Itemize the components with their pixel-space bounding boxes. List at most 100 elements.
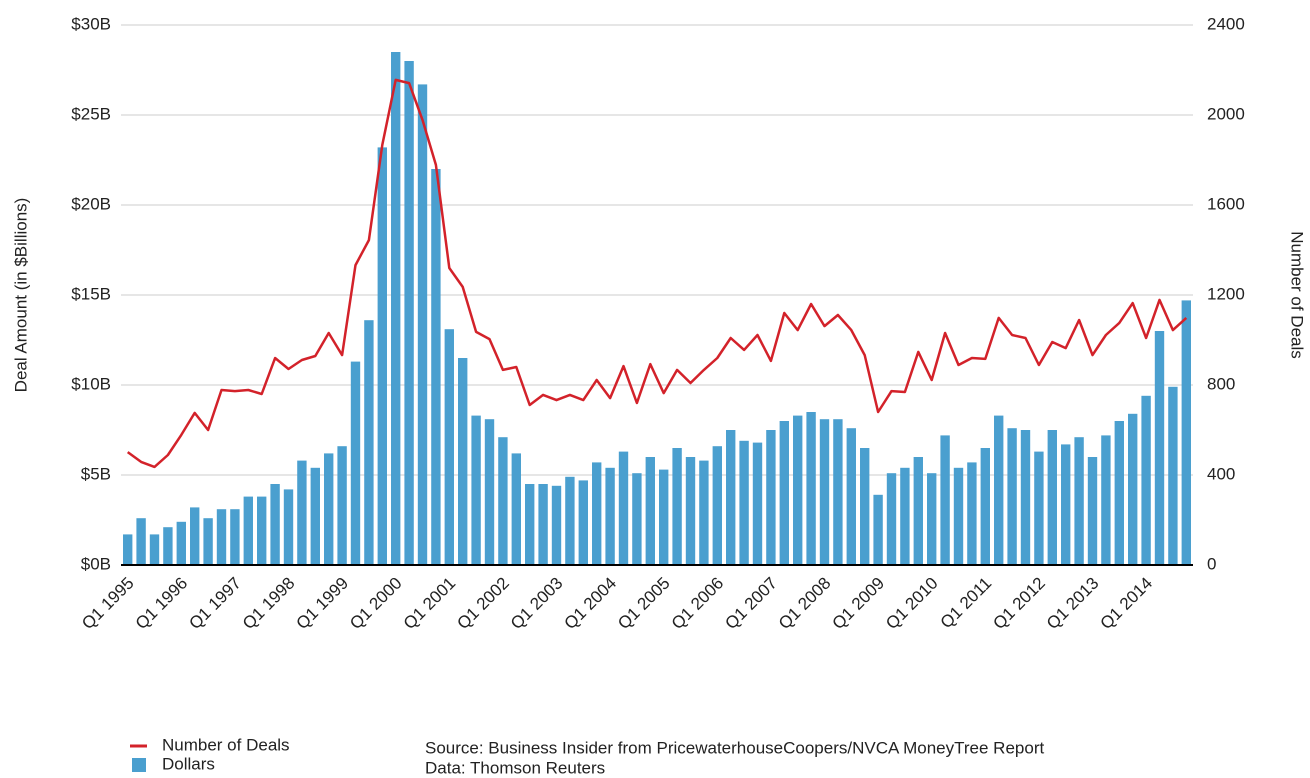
bar bbox=[551, 485, 562, 565]
y2-tick-label: 2000 bbox=[1207, 104, 1245, 123]
bar bbox=[1128, 413, 1138, 565]
x-tick-label: Q1 2010 bbox=[882, 574, 942, 634]
y-tick-label: $20B bbox=[71, 194, 111, 213]
bar bbox=[886, 473, 897, 565]
y2-tick-label: 800 bbox=[1207, 374, 1235, 393]
y-tick-label: $10B bbox=[71, 374, 111, 393]
y-tick-label: $30B bbox=[71, 14, 111, 33]
bar bbox=[163, 527, 173, 565]
bar bbox=[739, 440, 749, 565]
legend-swatch bbox=[132, 758, 146, 772]
bar bbox=[927, 473, 937, 565]
bar bbox=[618, 451, 629, 565]
y2-tick-label: 1600 bbox=[1207, 194, 1245, 213]
bar bbox=[1061, 444, 1071, 565]
x-tick-label: Q1 2013 bbox=[1043, 574, 1103, 634]
source-note: Data: Thomson Reuters bbox=[425, 758, 605, 777]
x-tick-label: Q1 2009 bbox=[829, 574, 889, 634]
bar bbox=[190, 507, 200, 565]
bar bbox=[672, 448, 682, 565]
bar bbox=[873, 494, 883, 565]
bar bbox=[1141, 395, 1151, 565]
x-tick-label: Q1 2014 bbox=[1097, 574, 1157, 634]
source-note: Source: Business Insider from Pricewater… bbox=[425, 738, 1044, 757]
y2-axis-label: Number of Deals bbox=[1288, 231, 1307, 359]
x-tick-label: Q1 2002 bbox=[453, 574, 513, 634]
x-tick-label: Q1 2004 bbox=[561, 574, 621, 634]
bar bbox=[136, 518, 146, 565]
bar bbox=[417, 84, 428, 566]
bar bbox=[283, 489, 294, 565]
bar bbox=[458, 358, 468, 565]
bar bbox=[605, 467, 615, 565]
bar bbox=[511, 453, 521, 565]
bar bbox=[712, 446, 722, 565]
bar bbox=[806, 412, 816, 565]
x-tick-label: Q1 1997 bbox=[185, 574, 245, 634]
y2-tick-label: 0 bbox=[1207, 554, 1216, 573]
bar bbox=[1168, 386, 1178, 565]
bar bbox=[431, 169, 441, 565]
x-tick-label: Q1 1995 bbox=[78, 574, 138, 634]
bar bbox=[592, 462, 602, 565]
bar bbox=[216, 509, 227, 565]
bar bbox=[1047, 430, 1057, 565]
bar bbox=[900, 467, 910, 565]
bar bbox=[337, 446, 347, 565]
x-tick-label: Q1 2008 bbox=[775, 574, 835, 634]
x-tick-label: Q1 1998 bbox=[239, 574, 299, 634]
bar bbox=[1181, 300, 1191, 565]
x-tick-label: Q1 2005 bbox=[614, 574, 674, 634]
bar bbox=[994, 415, 1004, 565]
bar bbox=[726, 430, 736, 565]
y-axis-label: Deal Amount (in $Billions) bbox=[11, 198, 30, 393]
bar bbox=[257, 496, 267, 565]
bar bbox=[1007, 428, 1017, 565]
bar bbox=[1087, 457, 1098, 565]
bar bbox=[203, 518, 213, 565]
bar bbox=[1074, 437, 1084, 565]
bar bbox=[645, 457, 655, 565]
bar bbox=[1154, 331, 1165, 565]
bar bbox=[123, 534, 133, 565]
bar bbox=[243, 496, 253, 565]
x-tick-label: Q1 2000 bbox=[346, 574, 406, 634]
bar bbox=[967, 462, 977, 565]
y-tick-label: $0B bbox=[81, 554, 111, 573]
bar bbox=[471, 415, 481, 565]
bar bbox=[953, 467, 964, 565]
x-tick-label: Q1 2011 bbox=[937, 574, 996, 633]
bar bbox=[350, 361, 361, 565]
bar bbox=[1034, 451, 1044, 565]
y-tick-label: $5B bbox=[81, 464, 111, 483]
bar bbox=[149, 534, 160, 565]
bar bbox=[632, 473, 642, 565]
bar bbox=[578, 480, 588, 565]
bar bbox=[404, 61, 414, 565]
legend-label: Number of Deals bbox=[162, 735, 290, 754]
x-tick-label: Q1 2007 bbox=[721, 574, 781, 634]
bar bbox=[752, 442, 763, 565]
bar bbox=[364, 320, 374, 565]
bar bbox=[310, 467, 320, 565]
bar bbox=[391, 52, 401, 565]
bar bbox=[819, 419, 830, 565]
y2-tick-label: 400 bbox=[1207, 464, 1235, 483]
bar bbox=[538, 484, 548, 565]
bar bbox=[525, 484, 535, 565]
bar bbox=[699, 460, 709, 565]
bar bbox=[324, 453, 334, 565]
bar bbox=[980, 448, 990, 565]
bar bbox=[833, 419, 843, 565]
y2-tick-label: 2400 bbox=[1207, 14, 1245, 33]
bar bbox=[860, 448, 870, 565]
bar bbox=[1101, 435, 1111, 565]
bar bbox=[297, 460, 307, 565]
y-tick-label: $25B bbox=[71, 104, 111, 123]
x-tick-label: Q1 2003 bbox=[507, 574, 567, 634]
x-tick-label: Q1 2012 bbox=[989, 574, 1049, 634]
bar bbox=[377, 147, 387, 565]
line bbox=[126, 78, 1188, 469]
bar bbox=[498, 437, 508, 565]
